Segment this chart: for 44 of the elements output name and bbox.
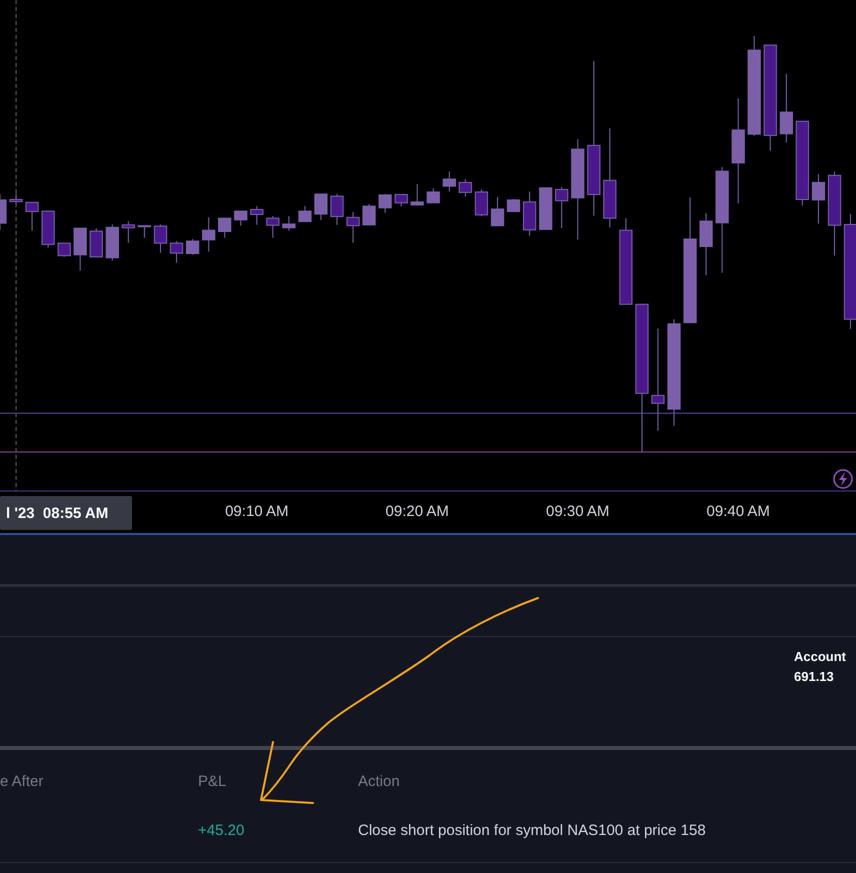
candlestick xyxy=(410,184,424,206)
text: Account xyxy=(794,649,847,664)
candlestick xyxy=(442,171,456,192)
candlestick xyxy=(780,73,793,143)
candlestick xyxy=(138,225,152,238)
candlestick xyxy=(154,224,168,254)
x-tick-label: 09:20 AM xyxy=(386,503,449,520)
text: 691.13 xyxy=(794,669,834,684)
candlestick xyxy=(170,240,184,264)
candlestick xyxy=(122,220,135,244)
candlestick xyxy=(346,211,360,244)
x-tick-label: 09:10 AM xyxy=(225,503,288,520)
x-tick-label: 09:30 AM xyxy=(546,503,610,520)
candlestick xyxy=(58,242,71,258)
candlestick xyxy=(555,186,568,229)
candlestick xyxy=(362,204,376,226)
candlestick xyxy=(394,194,408,208)
text: Close short position for symbol NAS100 at price 158 xyxy=(358,822,706,839)
candlestick xyxy=(186,238,200,256)
candlestick xyxy=(234,210,248,226)
candlestick xyxy=(250,206,264,226)
candlestick xyxy=(651,328,665,432)
candlestick xyxy=(812,174,826,224)
candlestick xyxy=(218,218,232,238)
candlestick xyxy=(25,202,39,232)
candlestick xyxy=(330,194,344,226)
candlestick xyxy=(506,198,520,212)
candlestick xyxy=(282,216,296,232)
candlestick xyxy=(314,194,328,220)
candlestick xyxy=(426,188,440,204)
candlestick xyxy=(458,178,472,198)
candlestick xyxy=(490,196,504,226)
text: +45.20 xyxy=(198,822,244,839)
text: l '23 08:55 AM xyxy=(6,505,108,522)
x-tick-label: 09:40 AM xyxy=(706,503,770,520)
candlestick xyxy=(378,194,392,214)
text: e After xyxy=(0,773,44,790)
candlestick xyxy=(298,206,312,222)
candlestick xyxy=(474,189,488,217)
text: Action xyxy=(358,773,400,790)
candlestick xyxy=(266,216,280,238)
text: P&L xyxy=(198,773,226,790)
candlestick xyxy=(9,192,23,204)
candlestick xyxy=(202,216,216,252)
